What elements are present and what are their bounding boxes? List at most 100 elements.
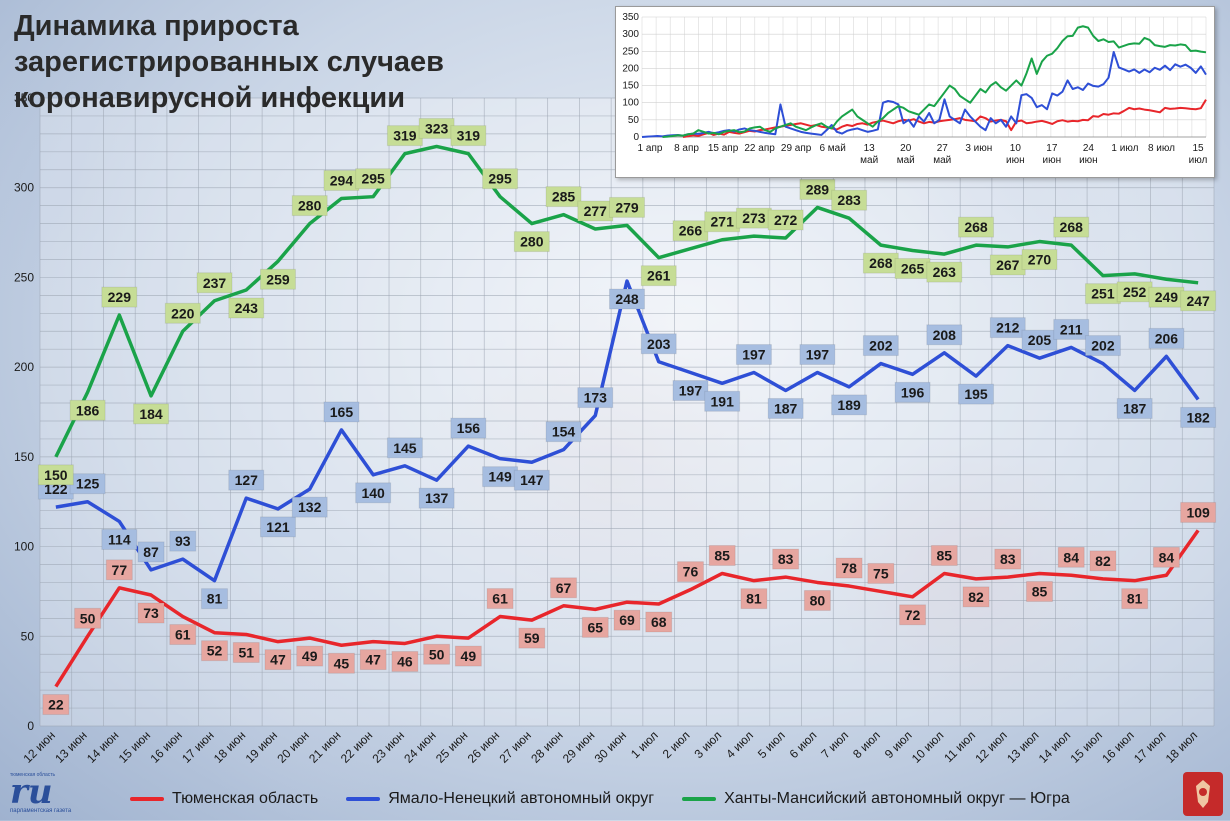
data-label-box <box>513 469 550 491</box>
x-tick-label: 15 июн <box>116 728 153 765</box>
data-label-box <box>1025 580 1053 602</box>
data-label-box <box>291 496 328 518</box>
data-label-box <box>994 548 1022 570</box>
inset-overview-chart: 0 50 100 150 200 250 300 350 1 апр 8 апр 15 апр 22 … <box>615 6 1215 178</box>
data-label: 268 <box>869 255 893 271</box>
data-label-box <box>704 390 741 412</box>
data-label-box <box>1021 329 1058 351</box>
chart-title: Динамика прироста зарегистрированных слу… <box>14 10 444 114</box>
data-label: 229 <box>108 289 132 305</box>
x-tick-label: 5 июл <box>755 728 788 761</box>
data-label: 189 <box>837 397 861 413</box>
data-label-box <box>545 421 582 443</box>
data-label-box <box>1053 216 1090 238</box>
x-tick-label: 27 июн <box>496 728 533 765</box>
data-label-box <box>550 577 578 599</box>
y-tick-label: 100 <box>14 540 34 554</box>
data-label-box <box>831 189 868 211</box>
data-label-box <box>201 588 229 610</box>
data-label-box <box>137 541 165 563</box>
data-label: 197 <box>806 347 830 363</box>
data-label-box <box>169 530 197 552</box>
data-label: 49 <box>302 648 318 664</box>
x-tick-label: 16 июл <box>1099 728 1137 766</box>
data-label: 78 <box>841 560 857 576</box>
y-tick-label: 0 <box>27 719 34 733</box>
legend-swatch <box>346 797 381 801</box>
data-label: 122 <box>44 481 68 497</box>
data-label-box <box>640 265 677 287</box>
data-label: 125 <box>76 476 100 492</box>
x-tick-label: 14 июн <box>84 728 121 765</box>
x-tick-label: 19 июн <box>243 728 280 765</box>
data-label-box <box>169 624 197 646</box>
data-label-box <box>454 645 482 667</box>
inset-y-tick-label: 350 <box>622 12 639 23</box>
data-label: 72 <box>905 607 921 623</box>
legend-swatch <box>130 797 164 801</box>
inset-x-tick-label: май <box>933 155 951 166</box>
data-label: 271 <box>711 214 735 230</box>
data-label: 202 <box>869 338 893 354</box>
x-tick-label: 3 июл <box>691 728 724 761</box>
data-label: 85 <box>1032 583 1048 599</box>
data-label-box <box>581 616 609 638</box>
data-label: 82 <box>1095 553 1111 569</box>
data-label: 52 <box>207 643 223 659</box>
data-label: 50 <box>429 646 445 662</box>
data-label-box <box>201 640 229 662</box>
data-label: 279 <box>615 199 639 215</box>
data-label: 187 <box>774 400 798 416</box>
legend-swatch <box>682 797 717 801</box>
data-label: 51 <box>238 644 254 660</box>
data-label: 150 <box>44 467 68 483</box>
inset-x-tick-label: 1 июл <box>1111 143 1138 154</box>
data-label-box <box>926 324 963 346</box>
x-tick-label: 22 июн <box>338 728 375 765</box>
data-label-box <box>1180 290 1217 312</box>
inset-x-tick-label: июн <box>1079 155 1098 166</box>
series-line-0 <box>54 529 1200 688</box>
data-label: 197 <box>679 383 703 399</box>
logo-subtitle: парламентская газета <box>10 808 72 814</box>
inset-y-tick-label: 100 <box>622 98 639 109</box>
data-label: 81 <box>207 591 223 607</box>
data-label-box <box>264 649 292 671</box>
x-tick-label: 25 июн <box>433 728 470 765</box>
data-label-box <box>232 641 260 663</box>
data-label: 132 <box>298 499 322 515</box>
data-label-box <box>613 609 641 631</box>
data-label-box <box>1152 546 1180 568</box>
data-label-box <box>862 335 899 357</box>
data-label: 270 <box>1028 252 1052 268</box>
data-label: 73 <box>143 605 159 621</box>
x-tick-label: 20 июн <box>274 728 311 765</box>
data-label-box <box>767 397 804 419</box>
legend-label: Ямало-Ненецкий автономный округ <box>388 790 655 807</box>
logo-region-text: тюменская область <box>10 772 56 778</box>
y-tick-label: 250 <box>14 270 34 284</box>
inset-y-tick-label: 300 <box>622 29 639 40</box>
x-tick-label: 17 июл <box>1131 728 1169 766</box>
data-label: 61 <box>175 627 191 643</box>
x-tick-label: 18 июн <box>211 728 248 765</box>
data-label: 205 <box>1028 332 1052 348</box>
data-label-box <box>735 344 772 366</box>
data-label: 203 <box>647 336 671 352</box>
x-tick-label: 21 июн <box>306 728 343 765</box>
data-label: 154 <box>552 424 576 440</box>
data-label: 80 <box>810 592 826 608</box>
data-label-box <box>482 168 519 190</box>
data-label-box <box>676 561 704 583</box>
x-tick-label: 7 июл <box>818 728 851 761</box>
data-label: 137 <box>425 490 449 506</box>
data-label: 259 <box>266 271 290 287</box>
data-label-box <box>1021 249 1058 271</box>
inset-x-tick-label: 17 <box>1046 143 1058 154</box>
data-label: 295 <box>488 171 512 187</box>
data-label-box <box>450 417 487 439</box>
parliament-gazette-logo: тюменская область ru парламентская газет… <box>4 772 84 816</box>
x-tick-label: 8 июл <box>850 728 883 761</box>
data-label-box <box>486 588 514 610</box>
data-label-box <box>450 125 487 147</box>
